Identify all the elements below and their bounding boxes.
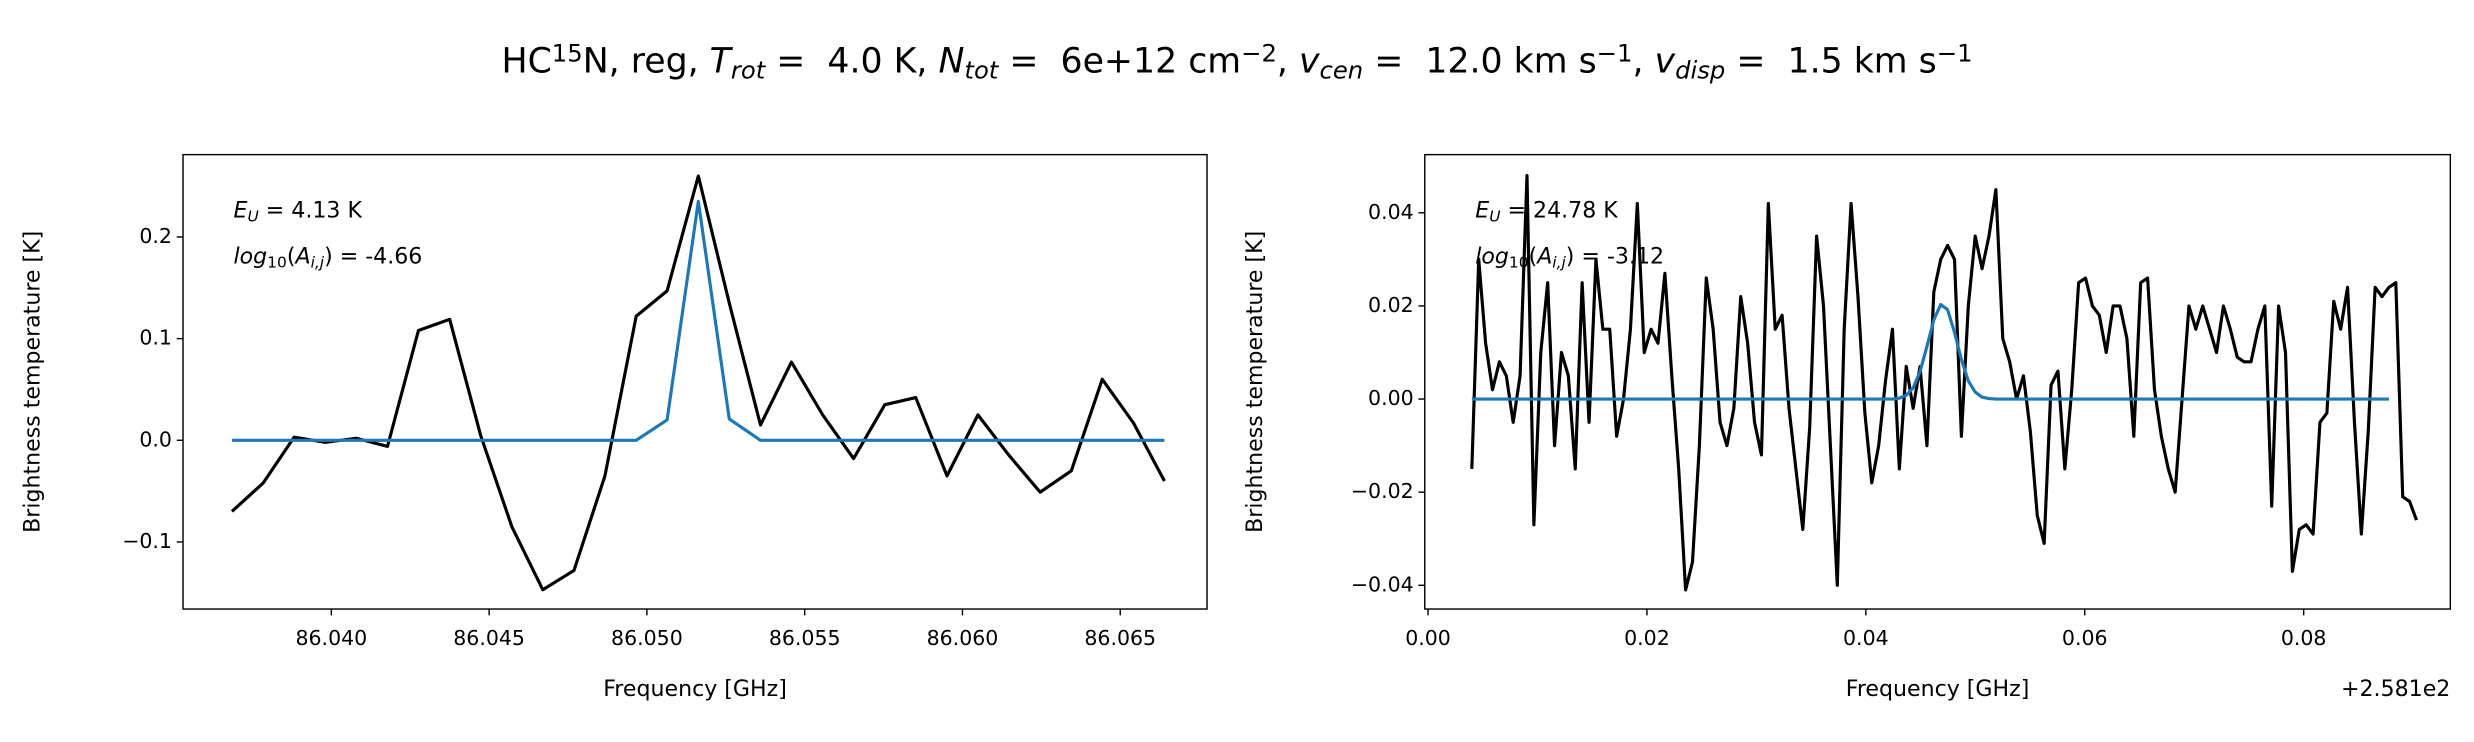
text-part: = 12.0 km s bbox=[1363, 42, 1596, 82]
x-tick-label: 0.06 bbox=[2062, 626, 2108, 650]
text-sup: −1 bbox=[1937, 39, 1973, 68]
data-line bbox=[1471, 302, 2389, 401]
text-part: ( bbox=[1529, 244, 1538, 269]
text-part: v bbox=[1299, 42, 1320, 82]
text-sub: 10 bbox=[1509, 253, 1529, 271]
y-tick-label: 0.0 bbox=[139, 427, 172, 451]
text-part: A bbox=[293, 244, 310, 269]
text-sup: 15 bbox=[552, 39, 583, 68]
text-part: A bbox=[1535, 244, 1552, 269]
text-part: T bbox=[710, 42, 734, 82]
text-part: = 4.13 K bbox=[259, 199, 363, 224]
text-sub: U bbox=[1489, 207, 1501, 225]
text-sub: tot bbox=[964, 56, 999, 85]
text-sub: U bbox=[247, 207, 259, 225]
annotation: EU = 4.13 K bbox=[234, 199, 363, 226]
figure-title: HC15N, reg, Trot = 4.0 K, Ntot = 6e+12 c… bbox=[501, 39, 1972, 85]
y-tick-label: 0.2 bbox=[139, 224, 172, 248]
y-tick-label: 0.02 bbox=[1368, 293, 1414, 317]
annotation: log10(Ai,j) = -4.66 bbox=[234, 244, 423, 271]
data-line bbox=[1470, 174, 2418, 592]
y-axis-label: Brightness temperature [K] bbox=[1243, 231, 1268, 533]
text-part: N, reg, bbox=[583, 42, 710, 82]
axes-frame bbox=[1424, 153, 2452, 610]
text-part: ) = -4.66 bbox=[324, 244, 422, 269]
y-tick-label: 0.00 bbox=[1368, 386, 1414, 410]
y-axis-label: Brightness temperature [K] bbox=[20, 231, 45, 533]
plot-area bbox=[1470, 174, 2418, 592]
text-part: = 4.0 K, bbox=[765, 42, 938, 82]
x-axis-label: Frequency [GHz] bbox=[603, 677, 787, 702]
axes-frame bbox=[182, 153, 1208, 610]
x-tick-label: 86.050 bbox=[611, 626, 683, 650]
text-sup: −1 bbox=[1597, 39, 1633, 68]
text-part: = 1.5 km s bbox=[1725, 42, 1936, 82]
annotation: log10(Ai,j) = -3.12 bbox=[1475, 244, 1664, 271]
data-line bbox=[230, 174, 1166, 592]
text-part: , bbox=[1632, 42, 1654, 82]
x-axis-label: Frequency [GHz] bbox=[1846, 677, 2030, 702]
text-part: N bbox=[938, 42, 964, 82]
x-tick-label: 86.040 bbox=[295, 626, 367, 650]
x-tick-label: 0.00 bbox=[1405, 626, 1451, 650]
text-part: = 24.78 K bbox=[1501, 199, 1619, 224]
text-sup: −2 bbox=[1241, 39, 1277, 68]
text-part: E bbox=[234, 199, 248, 224]
x-tick-label: 86.065 bbox=[1084, 626, 1156, 650]
text-part: v bbox=[1655, 42, 1676, 82]
x-tick-label: 0.02 bbox=[1624, 626, 1670, 650]
x-tick-label: 86.055 bbox=[769, 626, 841, 650]
y-tick-label: −0.04 bbox=[1351, 572, 1414, 596]
plot-area bbox=[230, 174, 1166, 592]
text-part: = 6e+12 cm bbox=[998, 42, 1241, 82]
text-sub: 10 bbox=[267, 253, 287, 271]
text-sub: disp bbox=[1675, 56, 1725, 85]
annotation: EU = 24.78 K bbox=[1475, 199, 1618, 226]
x-offset-label: +2.581e2 bbox=[2341, 677, 2450, 702]
y-tick-label: −0.1 bbox=[122, 529, 172, 553]
subplot: 86.040 86.045 86.050 86.055 86.060 86.065 −0.1… bbox=[20, 153, 1208, 702]
x-tick-label: 0.04 bbox=[1843, 626, 1889, 650]
x-tick-label: 86.060 bbox=[927, 626, 999, 650]
text-part: E bbox=[1475, 199, 1489, 224]
x-tick-label: 0.08 bbox=[2281, 626, 2327, 650]
text-sub: i,j bbox=[1552, 253, 1566, 271]
text-part: log bbox=[1475, 244, 1509, 269]
text-part: ) = -3.12 bbox=[1566, 244, 1664, 269]
y-tick-label: −0.02 bbox=[1351, 479, 1414, 503]
x-tick-label: 86.045 bbox=[453, 626, 525, 650]
text-part: , bbox=[1277, 42, 1299, 82]
text-part: ( bbox=[287, 244, 296, 269]
text-part: log bbox=[234, 244, 268, 269]
text-sub: i,j bbox=[311, 253, 325, 271]
text-part: HC bbox=[501, 42, 551, 82]
y-tick-label: 0.1 bbox=[139, 326, 172, 350]
subplot: 0.00 0.02 0.04 0.06 0.08 −0.04 −0.02 0.00 0.02 0.… bbox=[1243, 153, 2452, 702]
data-line bbox=[231, 199, 1165, 442]
y-tick-label: 0.04 bbox=[1368, 200, 1414, 224]
text-sub: cen bbox=[1320, 56, 1364, 85]
text-sub: rot bbox=[731, 56, 767, 85]
